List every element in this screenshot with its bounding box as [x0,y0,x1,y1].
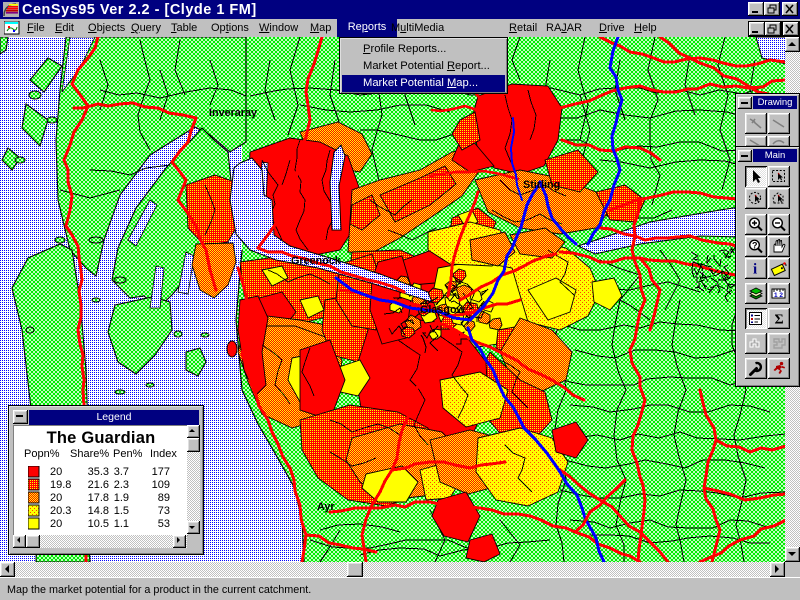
svg-text:?: ? [752,241,758,251]
svg-text:1 2: 1 2 [774,292,783,299]
svg-text:Ayr: Ayr [317,501,335,513]
svg-text:Glasgow: Glasgow [420,304,466,316]
svg-text:Stirling: Stirling [523,179,560,191]
svg-text:i: i [753,262,757,278]
svg-text:Inveraray: Inveraray [209,107,257,119]
svg-text:Σ: Σ [775,313,784,328]
svg-text:Greenock: Greenock [291,255,342,267]
